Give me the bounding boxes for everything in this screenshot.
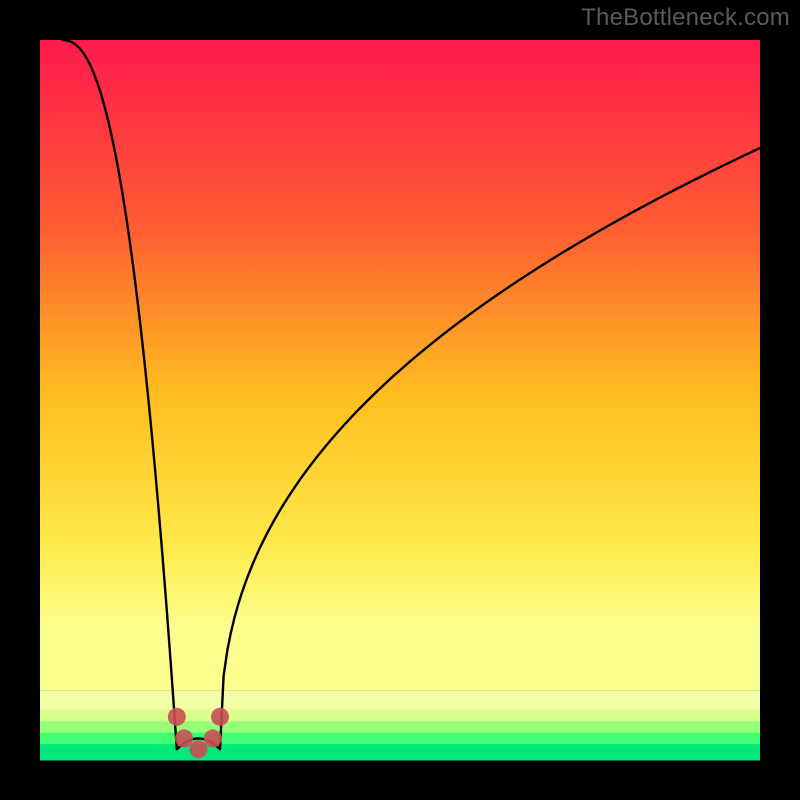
bottleneck-chart — [0, 0, 800, 800]
gradient-background — [40, 40, 760, 690]
valley-marker-4 — [211, 708, 229, 726]
bottom-band-0 — [40, 690, 760, 710]
bottom-band-2 — [40, 721, 760, 733]
bottom-band-3 — [40, 733, 760, 745]
bottom-band-4 — [40, 744, 760, 760]
valley-marker-2 — [189, 740, 207, 758]
valley-marker-0 — [168, 708, 186, 726]
bottom-band-1 — [40, 710, 760, 722]
valley-marker-1 — [175, 729, 193, 747]
valley-marker-3 — [204, 729, 222, 747]
watermark-text: TheBottleneck.com — [581, 4, 790, 32]
